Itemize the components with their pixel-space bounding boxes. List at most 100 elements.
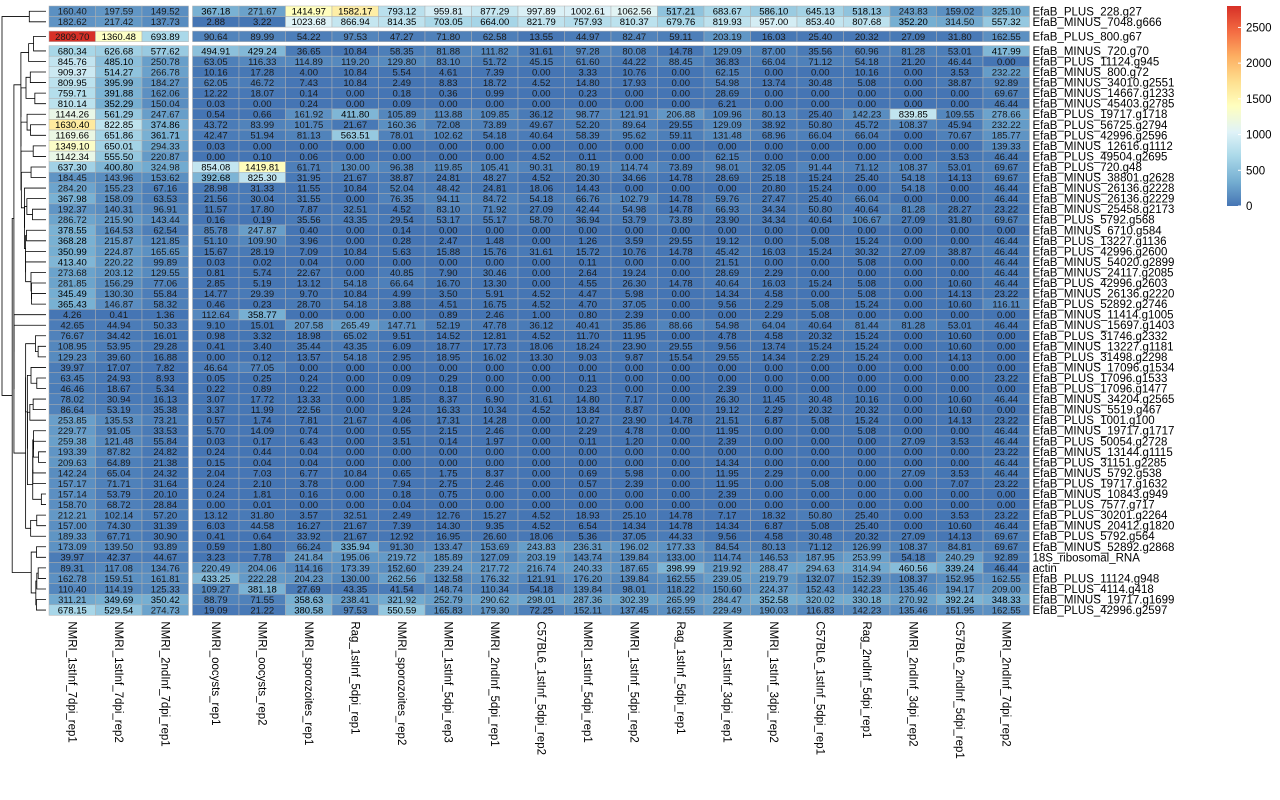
cell-value-label: 31.80 [948,215,972,226]
cell-value-label: 0.00 [346,363,365,374]
cell-value-label: 135.53 [104,416,133,427]
cell-value-label: 33.92 [297,532,321,543]
dendrogram-branch [25,377,31,529]
cell-value-label: 40.64 [808,215,832,226]
cell-value-label: 0.00 [997,405,1016,416]
cell-value-label: 0.00 [532,67,551,78]
cell-value-label: 294.33 [151,141,180,152]
cell-value-label: 23.22 [994,447,1018,458]
cell-value-label: 62.54 [153,226,177,237]
cell-value-label: 0.00 [765,426,784,437]
cell-value-label: 102.62 [434,131,463,142]
cell-value-label: 76.35 [390,194,414,205]
cell-value-label: 0.00 [486,226,505,237]
cell-value-label: 63.45 [60,373,84,384]
cell-value-label: 10.16 [855,394,879,405]
cell-value-label: 61.71 [297,162,321,173]
cell-value-label: 34.34 [762,215,786,226]
cell-value-label: 0.00 [904,331,923,342]
cell-value-label: 22.56 [297,405,321,416]
cell-value-label: 0.00 [904,131,923,142]
cell-value-label: 15.24 [808,247,832,258]
cell-value-label: 44.22 [622,57,646,68]
cell-value-label: 12.92 [390,532,414,543]
cell-value-label: 17.07 [107,363,131,374]
cell-value-label: 0.00 [765,437,784,448]
cell-value-label: 99.89 [153,257,177,268]
column-label: NMRI_2ndInf_7dpi_rep2 [999,621,1011,746]
cell-value-label: 238.41 [341,595,370,606]
cell-value-label: 14.28 [483,416,507,427]
cell-value-label: 0.00 [672,363,691,374]
cell-value-label: 25.40 [808,32,832,43]
cell-value-label: 3.78 [300,479,319,490]
cell-value-label: 176.32 [480,574,509,585]
cell-value-label: 30.48 [808,78,832,89]
cell-value-label: 0.00 [672,384,691,395]
cell-value-label: 265.49 [341,321,370,332]
cell-value-label: 59.76 [715,194,739,205]
cell-value-label: 108.37 [899,542,928,553]
cell-value-label: 118.22 [667,584,695,595]
cell-value-label: 137.73 [151,17,180,28]
cell-value-label: 417.99 [992,46,1021,57]
cell-value-label: 54.18 [529,194,553,205]
cell-value-label: 108.37 [899,120,928,131]
cell-value-label: 142.23 [852,110,881,121]
cell-value-label: 36.94 [576,215,600,226]
cell-value-label: 0.00 [811,257,830,268]
dendrogram-branch [37,567,46,579]
cell-value-label: 0.00 [904,458,923,469]
cell-value-label: 45.42 [715,247,739,258]
cell-value-label: 24.93 [107,373,131,384]
cell-value-label: 37.05 [622,300,646,311]
cell-value-label: 0.00 [858,468,877,479]
cell-value-label: 10.16 [204,67,228,78]
cell-value-label: 14.30 [436,521,460,532]
cell-value-label: 21.67 [343,521,367,532]
cell-value-label: 23.90 [715,215,739,226]
cell-value-label: 5.74 [253,268,272,279]
row-labels: EfaB_PLUS_228.g27EfaB_MINUS_7048.g666Efa… [1033,6,1176,617]
cell-value-label: 17.31 [436,416,460,427]
cell-value-label: 4.55 [579,278,598,289]
cell-value-label: 66.04 [855,131,879,142]
cell-value-label: 81.28 [901,321,925,332]
cell-value-label: 0.00 [672,89,691,100]
cell-value-label: 165.65 [151,247,180,258]
cell-value-label: 161.81 [151,574,180,585]
cell-value-label: 0.00 [858,373,877,384]
cell-value-label: 0.00 [765,384,784,395]
cell-value-label: 0.00 [858,89,877,100]
cell-value-label: 0.00 [997,352,1016,363]
cell-value-label: 17.93 [622,78,646,89]
cell-value-label: 55.84 [153,437,177,448]
cell-value-label: 0.00 [858,141,877,152]
cell-value-label: 98.01 [622,584,646,595]
cell-value-label: 31.61 [529,46,553,57]
cell-value-label: 335.94 [341,542,370,553]
cell-value-label: 0.00 [811,458,830,469]
cell-value-label: 1.85 [393,394,412,405]
cell-value-label: 0.01 [253,500,272,511]
cell-value-label: 348.33 [992,595,1021,606]
cell-value-label: 12.76 [436,511,460,522]
cell-value-label: 173.09 [58,542,87,553]
cell-value-label: 0.00 [207,500,226,511]
cell-value-label: 15.24 [855,416,879,427]
cell-value-label: 0.00 [393,363,412,374]
cell-value-label: 25.10 [622,511,646,522]
cell-value-label: 10.60 [948,331,972,342]
column-label: C57BL6_2ndInf_5dpi_rep1 [953,621,965,758]
cell-value-label: 0.00 [253,99,272,110]
cell-value-label: 44.94 [107,321,131,332]
cell-value-label: 40.41 [576,321,600,332]
cell-value-label: 77.05 [250,363,274,374]
cell-value-label: 232.22 [992,120,1021,131]
cell-value-label: 4.58 [765,289,784,300]
cell-value-label: 4.00 [300,67,319,78]
dendrogram-branch [26,198,46,215]
cell-value-label: 66.64 [390,278,414,289]
cell-value-label: 0.24 [207,447,226,458]
cell-value-label: 105.89 [387,110,416,121]
